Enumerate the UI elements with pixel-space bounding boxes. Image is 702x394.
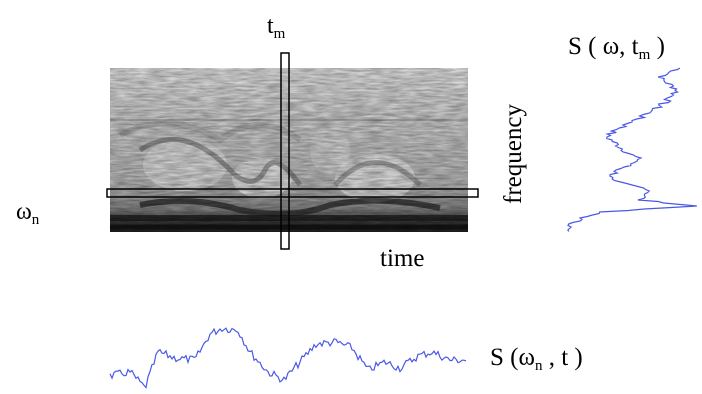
t-m-label: tm bbox=[267, 13, 286, 42]
time-axis-label: time bbox=[380, 245, 425, 272]
spectral-slice-label: S ( ω, tm ) bbox=[568, 33, 665, 63]
frequency-axis-label: frequency bbox=[500, 104, 527, 204]
time-slice-trace bbox=[109, 327, 467, 389]
time-slice-label: S (ωn , t ) bbox=[490, 344, 583, 374]
frequency-cursor-box[interactable] bbox=[106, 188, 479, 198]
spectral-slice-trace bbox=[567, 67, 697, 232]
time-cursor-box[interactable] bbox=[280, 52, 290, 250]
omega-n-label: ωn bbox=[16, 199, 40, 228]
